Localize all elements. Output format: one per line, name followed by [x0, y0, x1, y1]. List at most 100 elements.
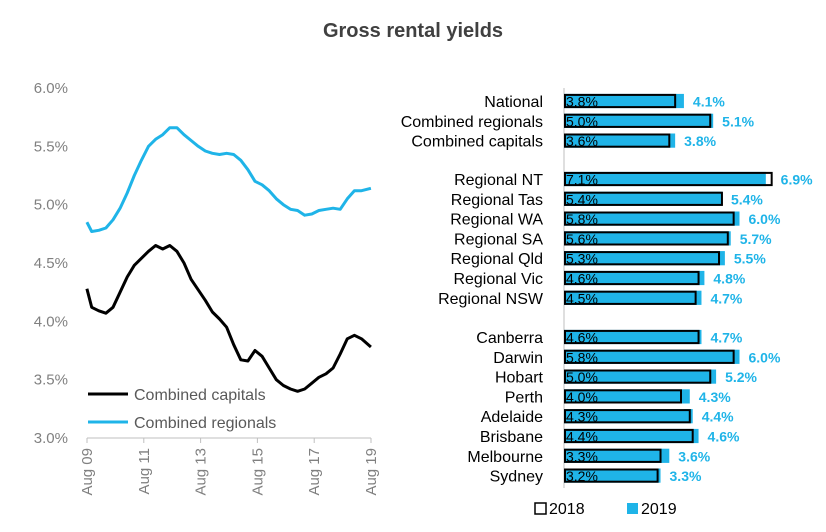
- category-label: Regional WA: [450, 212, 543, 229]
- y-tick-label: 4.0%: [34, 313, 68, 330]
- value-label-2018: 4.3%: [566, 409, 598, 425]
- value-label-2018: 3.2%: [566, 468, 598, 484]
- legend-label-capitals-line: Combined capitals: [134, 387, 266, 404]
- series-regionals-line: [85, 126, 372, 233]
- category-label: Regional Tas: [451, 192, 543, 209]
- bar-2018: [564, 93, 677, 109]
- category-label: Combined capitals: [411, 134, 543, 151]
- category-label: Sydney: [490, 469, 543, 486]
- category-label: Regional Vic: [453, 271, 543, 288]
- chart-title: Gross rental yields: [322, 20, 504, 42]
- bar-2018: [564, 468, 659, 483]
- value-label-2018: 4.6%: [566, 271, 598, 287]
- value-label-2018: 3.3%: [566, 448, 598, 464]
- bar-2019: [564, 211, 740, 226]
- x-tick-label: Aug 19: [363, 448, 380, 496]
- y-tick-label: 5.5%: [34, 138, 68, 155]
- value-label-2019: 4.3%: [699, 389, 731, 405]
- bar-2018: [564, 270, 700, 286]
- legend-label-2018: 2018: [549, 501, 585, 518]
- bar-2018: [564, 231, 729, 246]
- value-label-2018: 4.4%: [566, 429, 598, 445]
- bar-2019: [564, 251, 725, 266]
- series-capitals-line: [85, 244, 372, 393]
- bar-2019: [564, 93, 684, 109]
- value-label-2019: 6.0%: [749, 211, 781, 227]
- value-label-2019: 6.0%: [749, 349, 781, 365]
- bar-2019: [564, 349, 740, 364]
- category-label: Brisbane: [480, 429, 543, 446]
- bar-2018: [564, 113, 712, 128]
- category-label: Canberra: [476, 330, 543, 347]
- bar-2019: [564, 329, 702, 345]
- y-tick-label: 4.5%: [34, 255, 68, 272]
- x-tick-label: Aug 09: [79, 448, 96, 496]
- y-tick-label: 3.0%: [34, 430, 68, 447]
- value-label-2019: 4.7%: [710, 290, 742, 306]
- value-label-2018: 5.0%: [566, 113, 598, 129]
- category-label: Regional NSW: [438, 291, 544, 308]
- bar-2019: [564, 290, 702, 305]
- bar-2019: [564, 171, 766, 187]
- bar-2018: [564, 133, 671, 148]
- bar-2018: [564, 251, 721, 266]
- value-label-2018: 5.3%: [566, 251, 598, 267]
- value-label-2019: 4.8%: [713, 271, 745, 287]
- category-label: Regional NT: [454, 172, 543, 189]
- category-label: Hobart: [495, 370, 544, 387]
- value-label-2019: 6.9%: [781, 172, 813, 188]
- category-label: Adelaide: [481, 409, 543, 426]
- category-label: Melbourne: [467, 449, 543, 466]
- legend-label-regionals-line: Combined regionals: [134, 415, 276, 432]
- y-tick-label: 6.0%: [34, 80, 68, 97]
- x-tick-label: Aug 11: [136, 448, 153, 494]
- value-label-2018: 5.8%: [566, 211, 598, 227]
- bar-2019: [564, 113, 714, 128]
- bar-2019: [564, 428, 699, 444]
- legend-swatch-2019: [627, 503, 638, 514]
- bar-2019: [564, 389, 690, 404]
- value-label-2019: 3.6%: [678, 448, 710, 464]
- value-label-2018: 4.6%: [566, 330, 598, 346]
- bar-2018: [564, 448, 662, 463]
- bar-2019: [564, 231, 731, 246]
- bar-2019: [564, 409, 693, 424]
- value-label-2018: 7.1%: [566, 172, 598, 188]
- value-label-2018: 4.5%: [566, 290, 598, 306]
- bar-2018: [564, 290, 697, 305]
- value-label-2018: 5.4%: [566, 191, 598, 207]
- bar-2019: [564, 369, 717, 384]
- x-tick-label: Aug 15: [249, 448, 266, 496]
- legend-label-2019: 2019: [641, 501, 677, 518]
- legend-swatch-2018: [534, 502, 547, 515]
- value-label-2019: 4.1%: [693, 94, 725, 110]
- bar-2018: [564, 211, 735, 226]
- value-label-2018: 5.6%: [566, 231, 598, 247]
- value-label-2019: 3.3%: [670, 468, 702, 484]
- bar-2019: [564, 191, 722, 206]
- value-label-2018: 3.8%: [566, 94, 598, 110]
- category-label: National: [484, 94, 543, 111]
- bar-2019: [564, 270, 705, 286]
- bar-2018: [564, 389, 682, 404]
- bar-2018: [564, 191, 723, 206]
- value-label-2019: 5.4%: [731, 191, 763, 207]
- value-label-2019: 4.7%: [710, 330, 742, 346]
- y-tick-label: 5.0%: [34, 197, 68, 214]
- x-tick-label: Aug 17: [306, 448, 323, 496]
- value-label-2019: 4.6%: [708, 429, 740, 445]
- bar-2018: [564, 409, 691, 424]
- category-label: Combined regionals: [401, 114, 543, 131]
- bar-2019: [564, 448, 670, 463]
- value-label-2019: 5.7%: [740, 231, 772, 247]
- category-label: Regional SA: [454, 231, 543, 248]
- x-tick-label: Aug 13: [193, 448, 210, 496]
- y-tick-label: 3.5%: [34, 372, 68, 389]
- bar-2019: [564, 468, 661, 483]
- bar-2018: [564, 349, 735, 364]
- value-label-2019: 5.5%: [734, 251, 766, 267]
- value-label-2018: 3.6%: [566, 133, 598, 149]
- value-label-2018: 5.8%: [566, 349, 598, 365]
- value-label-2019: 5.1%: [722, 113, 754, 129]
